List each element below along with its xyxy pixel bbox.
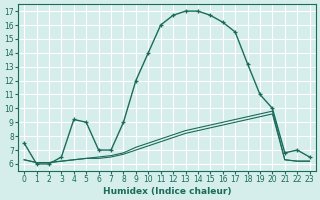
X-axis label: Humidex (Indice chaleur): Humidex (Indice chaleur) (103, 187, 231, 196)
